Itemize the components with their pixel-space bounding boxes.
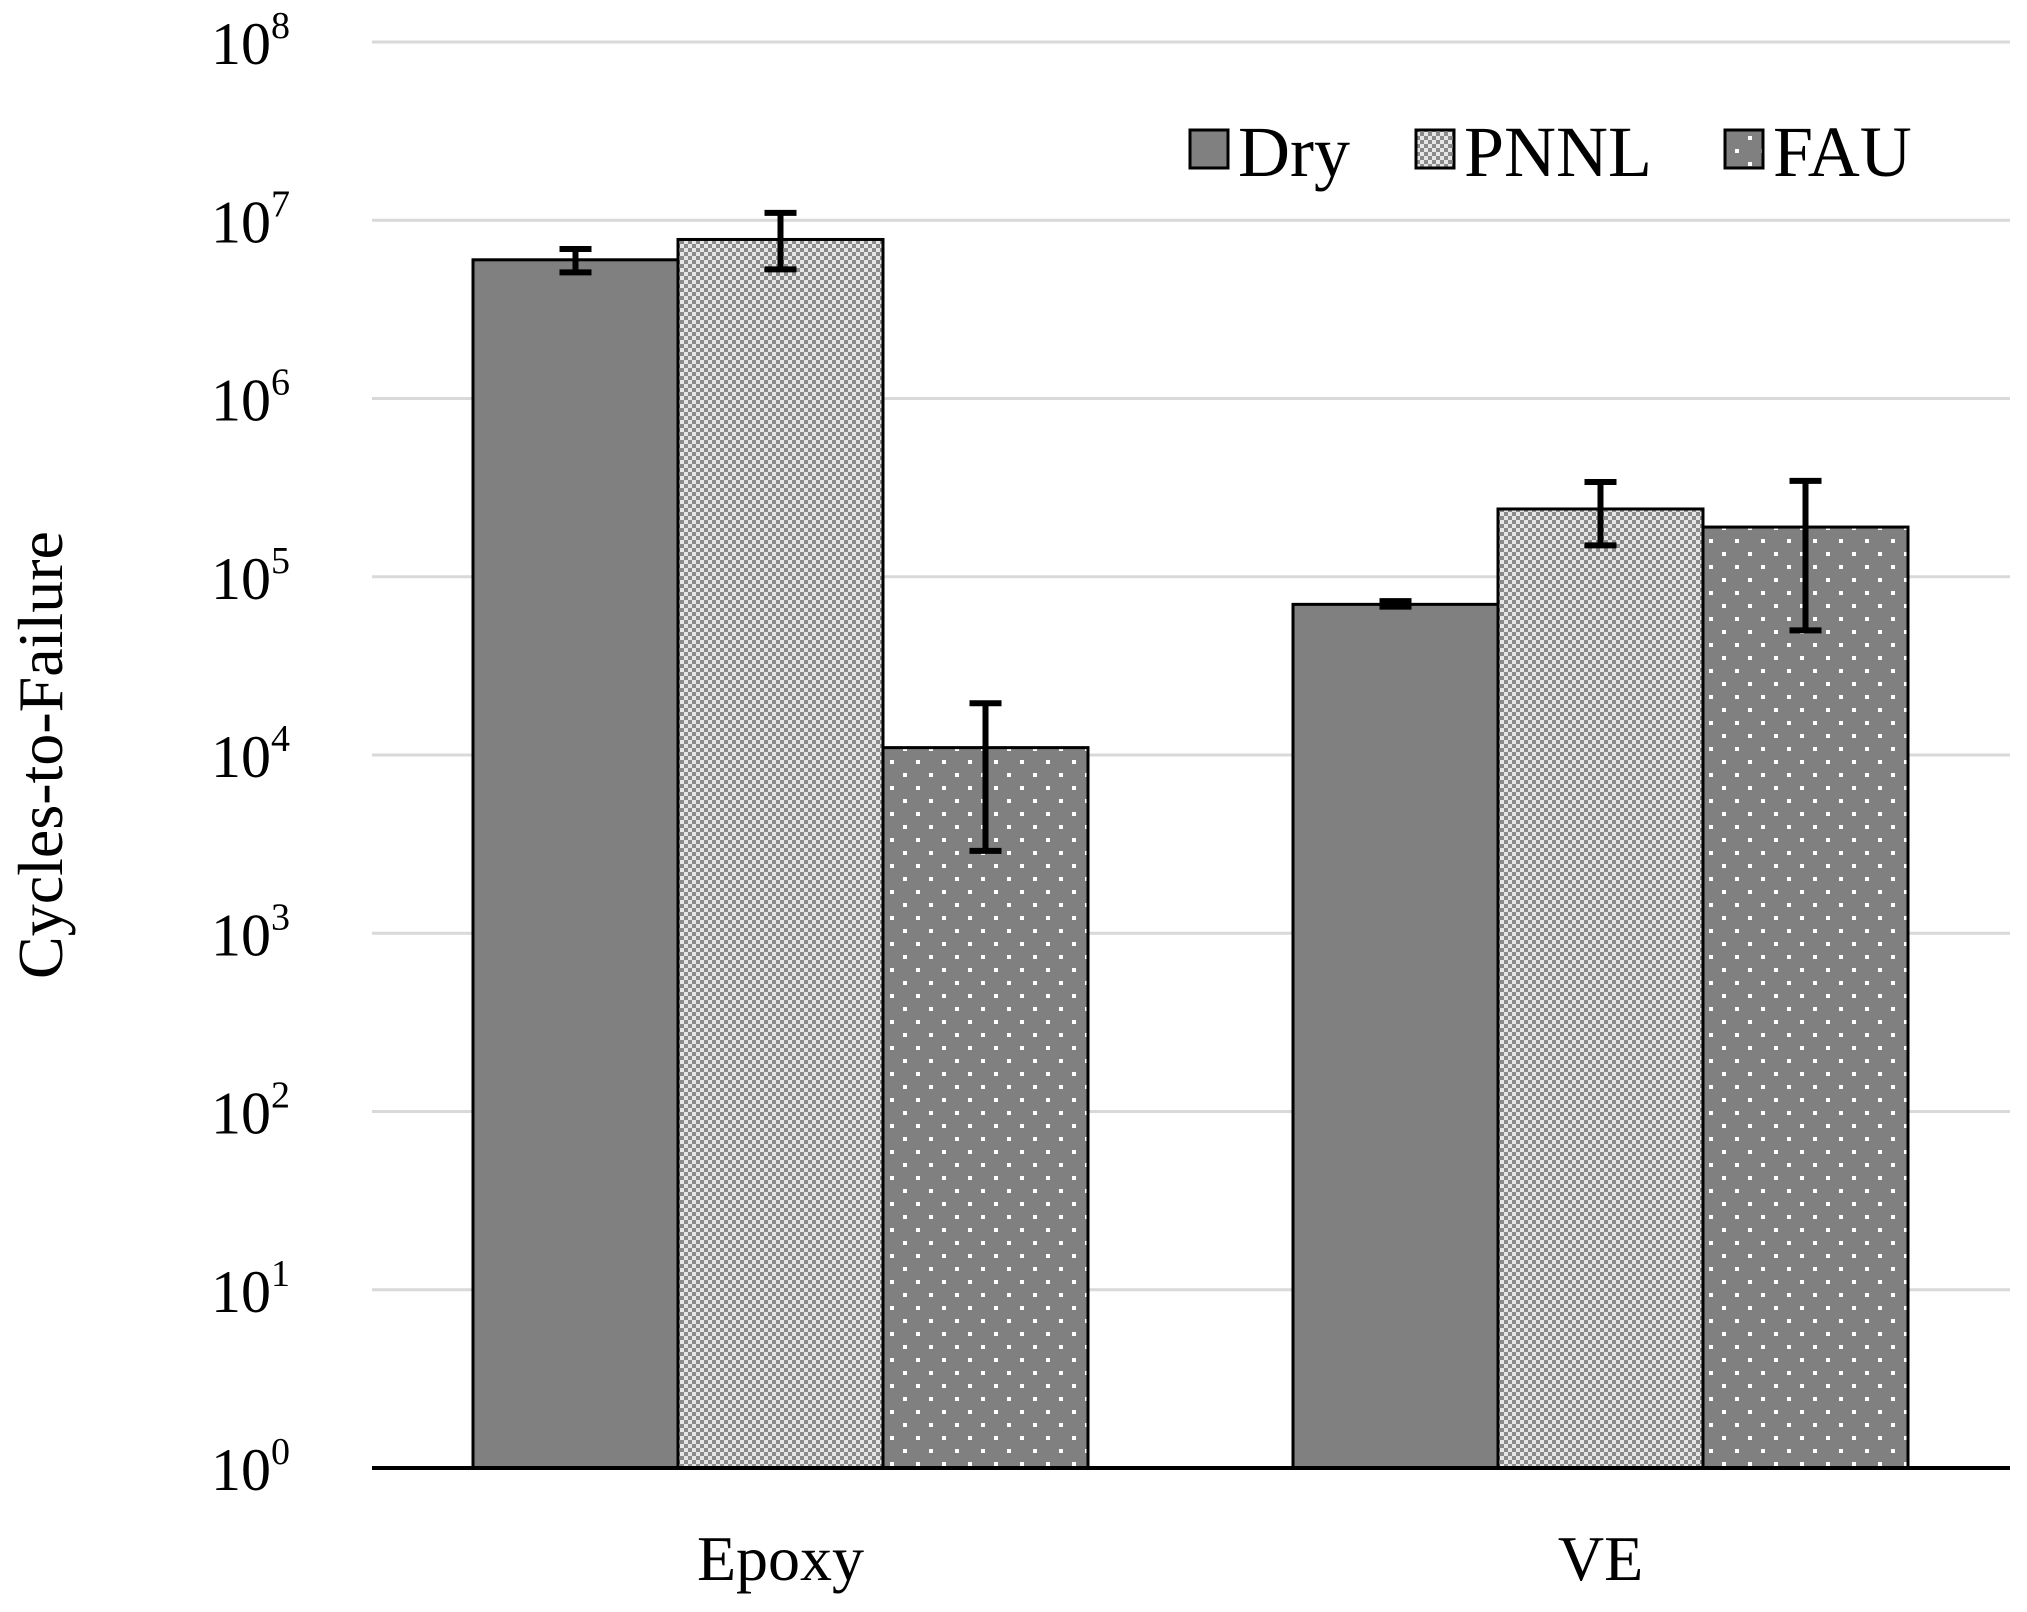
bar-dry-epoxy (471, 258, 680, 1470)
legend: Dry PNNL FAU (1188, 112, 1912, 192)
y-tick-label: 100 (211, 1431, 290, 1503)
legend-label-dry: Dry (1238, 112, 1350, 192)
y-tick-label: 104 (211, 718, 290, 790)
y-axis-title: Cycles-to-Failure (5, 531, 76, 979)
bar-fau-epoxy (881, 746, 1090, 1470)
legend-label-fau: FAU (1773, 112, 1912, 192)
legend-swatch-dry (1188, 128, 1230, 170)
x-tick-label-epoxy: Epoxy (697, 1523, 864, 1594)
legend-swatch-fau (1723, 128, 1765, 170)
legend-swatch-pnnl (1414, 128, 1456, 170)
x-tick-label-ve: VE (1558, 1523, 1643, 1594)
y-tick-label: 105 (211, 540, 290, 612)
y-tick-label: 108 (211, 5, 290, 77)
axes: 100 101 102 103 104 105 106 107 108 Epoxy VE Cycles… (5, 5, 2010, 1594)
bar-pnnl-ve (1496, 507, 1705, 1470)
bar-pnnl-epoxy (676, 237, 885, 1470)
bars (471, 237, 1910, 1470)
legend-label-pnnl: PNNL (1464, 112, 1652, 192)
error-bars (559, 209, 1822, 854)
bar-dry-ve (1291, 602, 1500, 1470)
y-tick-label: 103 (211, 896, 290, 968)
bar-fau-ve (1701, 525, 1910, 1470)
y-tick-label: 106 (211, 362, 290, 434)
y-tick-label: 107 (211, 183, 290, 255)
y-tick-label: 102 (211, 1075, 290, 1147)
y-tick-label: 101 (211, 1253, 290, 1325)
